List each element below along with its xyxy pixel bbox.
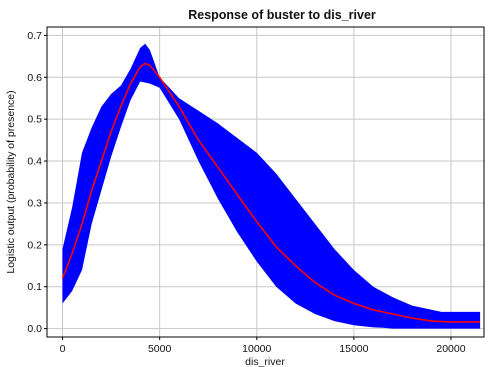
y-axis-label: Logistic output (probability of presence… [5,90,17,273]
y-tick-label: 0.5 [27,114,42,126]
y-axis-ticks: 0.0 0.1 0.2 0.3 0.4 0.5 0.6 0.7 [27,30,47,335]
x-tick-label: 15000 [339,343,368,355]
x-axis-label: dis_river [245,356,285,367]
y-tick-label: 0.0 [27,323,42,335]
confidence-band-area [62,43,481,329]
confidence-band [62,43,481,329]
x-tick-label: 10000 [242,343,271,355]
y-tick-label: 0.4 [27,156,42,168]
y-tick-label: 0.1 [27,281,42,293]
y-tick-label: 0.7 [27,30,42,42]
plot-frame [46,26,485,338]
mean-response-curve [61,62,481,323]
y-tick-label: 0.3 [27,197,42,209]
x-axis-ticks: 0 5000 10000 15000 20000 [60,337,466,355]
chart-title: Response of buster to dis_river [188,8,376,22]
mean-response-line [61,62,481,323]
x-tick-label: 20000 [436,343,465,355]
y-tick-label: 0.6 [27,72,42,84]
x-tick-label: 5000 [148,343,172,355]
x-tick-label: 0 [60,343,66,355]
y-tick-label: 0.2 [27,239,42,251]
